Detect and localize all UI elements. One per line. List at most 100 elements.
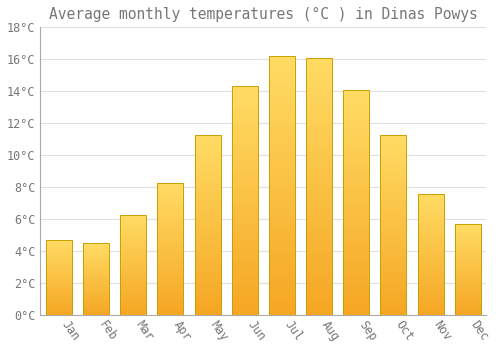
Bar <box>158 254 184 256</box>
Bar <box>418 286 444 287</box>
Bar <box>343 225 369 227</box>
Bar <box>120 222 146 223</box>
Bar <box>120 239 146 240</box>
Bar <box>269 72 295 74</box>
Bar <box>83 266 109 267</box>
Bar <box>232 180 258 183</box>
Bar <box>306 76 332 78</box>
Bar <box>269 170 295 173</box>
Bar <box>454 271 480 272</box>
Bar <box>83 310 109 311</box>
Bar <box>418 300 444 301</box>
Bar <box>158 195 184 196</box>
Bar <box>120 292 146 293</box>
Bar <box>158 278 184 279</box>
Bar <box>120 237 146 238</box>
Bar <box>232 150 258 153</box>
Bar <box>454 272 480 273</box>
Bar <box>158 274 184 275</box>
Bar <box>83 274 109 275</box>
Bar <box>158 307 184 309</box>
Bar <box>46 308 72 309</box>
Bar <box>418 228 444 229</box>
Bar <box>194 236 220 238</box>
Bar <box>269 300 295 302</box>
Bar <box>83 279 109 280</box>
Bar <box>454 304 480 305</box>
Bar <box>380 274 406 275</box>
Bar <box>269 69 295 72</box>
Bar <box>269 74 295 77</box>
Bar <box>194 254 220 256</box>
Bar <box>454 240 480 241</box>
Bar <box>380 272 406 274</box>
Bar <box>343 173 369 175</box>
Bar <box>418 219 444 220</box>
Bar <box>418 250 444 251</box>
Bar <box>269 191 295 194</box>
Bar <box>269 186 295 188</box>
Bar <box>306 276 332 279</box>
Bar <box>194 288 220 290</box>
Bar <box>418 310 444 312</box>
Bar <box>46 275 72 276</box>
Bar <box>158 182 184 184</box>
Bar <box>194 250 220 252</box>
Bar <box>158 313 184 314</box>
Bar <box>46 254 72 255</box>
Bar <box>343 268 369 270</box>
Bar <box>306 166 332 168</box>
Bar <box>380 308 406 310</box>
Bar <box>158 265 184 266</box>
Bar <box>418 244 444 245</box>
Bar <box>194 303 220 304</box>
Bar <box>306 279 332 282</box>
Bar <box>46 271 72 272</box>
Bar <box>418 302 444 303</box>
Bar <box>418 238 444 239</box>
Bar <box>120 314 146 315</box>
Bar <box>83 243 109 315</box>
Bar <box>380 144 406 145</box>
Bar <box>380 176 406 178</box>
Bar <box>306 119 332 122</box>
Bar <box>120 311 146 312</box>
Bar <box>83 252 109 253</box>
Bar <box>306 217 332 220</box>
Bar <box>194 248 220 250</box>
Bar <box>46 241 72 242</box>
Bar <box>454 242 480 243</box>
Bar <box>418 206 444 207</box>
Bar <box>454 302 480 303</box>
Bar <box>269 196 295 199</box>
Bar <box>454 293 480 294</box>
Bar <box>306 207 332 210</box>
Bar <box>83 270 109 271</box>
Bar <box>454 308 480 309</box>
Bar <box>380 182 406 183</box>
Bar <box>454 270 480 271</box>
Bar <box>194 274 220 275</box>
Bar <box>306 243 332 246</box>
Bar <box>306 109 332 112</box>
Bar <box>380 258 406 259</box>
Bar <box>343 160 369 162</box>
Bar <box>232 198 258 201</box>
Bar <box>343 150 369 153</box>
Bar <box>120 266 146 267</box>
Bar <box>158 246 184 247</box>
Bar <box>46 255 72 256</box>
Bar <box>194 198 220 199</box>
Bar <box>232 183 258 185</box>
Bar <box>343 158 369 160</box>
Bar <box>46 246 72 247</box>
Bar <box>380 299 406 301</box>
Bar <box>46 284 72 285</box>
Bar <box>454 286 480 287</box>
Bar <box>194 216 220 218</box>
Bar <box>306 251 332 253</box>
Bar <box>269 181 295 183</box>
Bar <box>120 291 146 292</box>
Bar <box>158 200 184 201</box>
Bar <box>343 264 369 266</box>
